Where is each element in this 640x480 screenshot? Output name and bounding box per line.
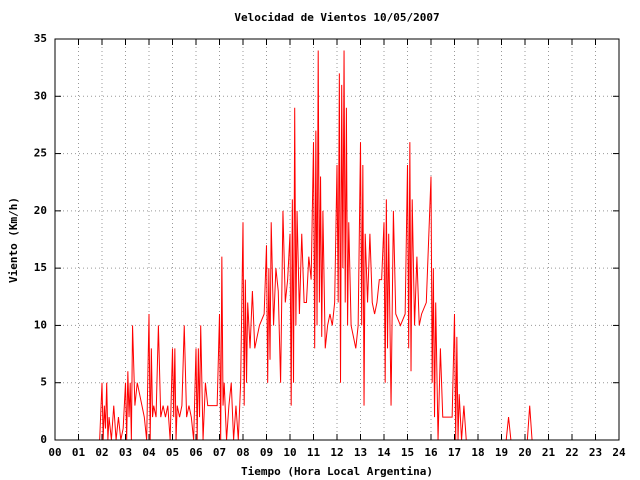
x-tick-label: 12	[330, 446, 343, 459]
x-tick-label: 06	[189, 446, 203, 459]
x-tick-label: 23	[589, 446, 602, 459]
x-tick-label: 11	[307, 446, 321, 459]
x-tick-label: 18	[471, 446, 484, 459]
x-tick-label: 21	[542, 446, 556, 459]
x-tick-label: 07	[213, 446, 226, 459]
x-tick-label: 00	[48, 446, 61, 459]
x-tick-label: 22	[565, 446, 578, 459]
x-tick-label: 09	[260, 446, 273, 459]
x-tick-label: 13	[354, 446, 367, 459]
y-axis-label: Viento (Km/h)	[7, 197, 20, 283]
x-tick-label: 14	[377, 446, 391, 459]
y-tick-label: 5	[40, 376, 47, 389]
x-tick-label: 10	[283, 446, 296, 459]
x-tick-label: 04	[142, 446, 156, 459]
x-axis-label: Tiempo (Hora Local Argentina)	[241, 465, 433, 478]
x-tick-label: 01	[72, 446, 86, 459]
x-tick-label: 02	[95, 446, 108, 459]
x-tick-label: 19	[495, 446, 508, 459]
y-tick-label: 30	[34, 89, 47, 102]
y-tick-label: 15	[34, 261, 47, 274]
x-tick-label: 20	[518, 446, 531, 459]
y-tick-label: 20	[34, 204, 47, 217]
x-tick-label: 16	[424, 446, 438, 459]
x-tick-label: 08	[236, 446, 249, 459]
data-line	[99, 50, 537, 441]
y-tick-label: 10	[34, 318, 47, 331]
chart-title: Velocidad de Vientos 10/05/2007	[234, 11, 439, 24]
y-tick-label: 0	[40, 433, 47, 446]
x-tick-label: 15	[401, 446, 414, 459]
y-tick-label: 25	[34, 147, 47, 160]
x-tick-label: 05	[166, 446, 179, 459]
x-tick-label: 03	[119, 446, 132, 459]
plot-border	[54, 38, 620, 441]
x-tick-label: 17	[448, 446, 461, 459]
y-tick-label: 35	[34, 32, 47, 45]
x-tick-label: 24	[612, 446, 626, 459]
